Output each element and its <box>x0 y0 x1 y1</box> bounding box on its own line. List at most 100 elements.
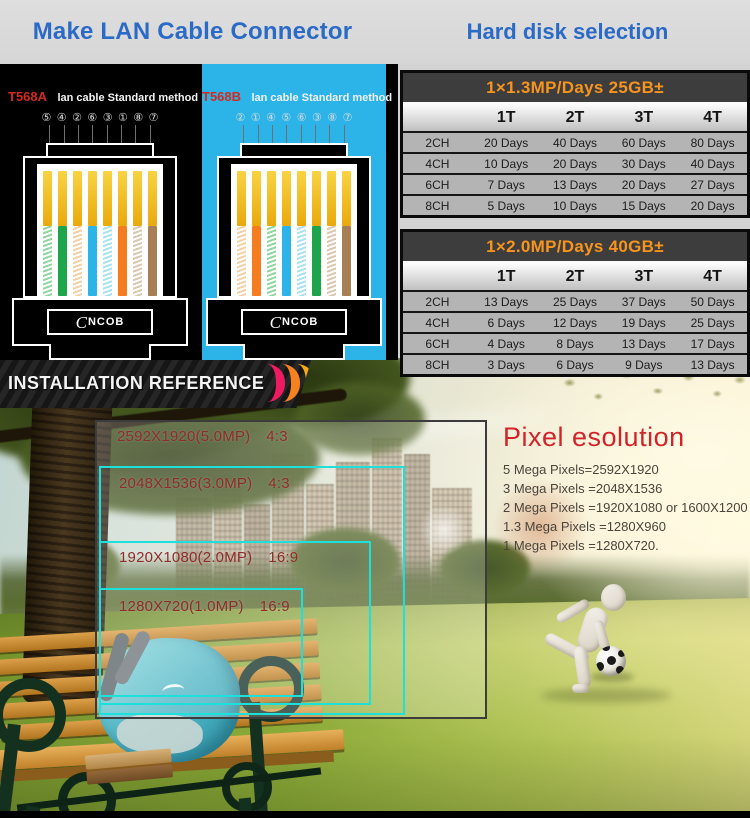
pin-number: ④ <box>56 112 67 124</box>
brand-logo-box: C NCOB <box>47 309 153 335</box>
table-cell: 10 Days <box>552 198 597 213</box>
table-cell: 7 Days <box>487 177 525 192</box>
table-row: 2CH 13 Days 25 Days 37 Days 50 Days <box>403 290 747 311</box>
pin-number: ③ <box>312 112 322 124</box>
resolution-label: 1920X1080(2.0MP) 16:9 <box>101 543 369 566</box>
park-photo: 2592X1920(5.0MP) 4:3 2048X1536(3.0MP) 4:3 … <box>0 358 750 818</box>
wire-lead-line <box>329 125 331 143</box>
row-header: 8CH <box>425 198 450 213</box>
table-row: 6CH 7 Days 13 Days 20 Days 27 Days <box>403 173 747 194</box>
brand-logo-text: NCOB <box>281 316 319 328</box>
wire-leads-row <box>36 125 164 143</box>
connector-body <box>217 156 371 298</box>
standard-label-row: T568B lan cable Standard method <box>202 88 392 106</box>
figure-foot <box>572 684 589 693</box>
table-row: 4CH 10 Days 20 Days 30 Days 40 Days <box>403 152 747 173</box>
pin-number: ① <box>118 112 128 124</box>
wire-b <box>88 171 97 296</box>
wire-lead-line <box>135 125 137 143</box>
wire-color-b <box>88 226 97 296</box>
wire-color-g <box>58 226 67 296</box>
connector-pin-contact <box>267 171 276 226</box>
wire-color-wbr <box>133 226 142 296</box>
wire-wb <box>297 171 306 296</box>
wire-lead-line <box>314 125 316 143</box>
column-header: 3T <box>634 109 654 126</box>
pin-number: ⑧ <box>133 112 144 124</box>
pixel-info-line: 2 Mega Pixels =1920X1080 or 1600X1200 <box>503 500 748 515</box>
column-header: 1T <box>496 109 516 126</box>
connector-pin-contact <box>88 171 97 226</box>
table-cell: 40 Days <box>552 135 597 150</box>
table-cell: 17 Days <box>690 336 735 351</box>
wire-wbr <box>133 171 142 296</box>
table-cell: 20 Days <box>621 177 666 192</box>
column-header: 3T <box>634 268 654 285</box>
column-header: 2T <box>565 109 585 126</box>
wire-lead-line <box>120 125 122 143</box>
table-cell: 9 Days <box>625 357 663 372</box>
pin-number: ⑥ <box>296 112 307 124</box>
connector-step <box>243 344 345 360</box>
wire-lead-line <box>343 125 345 143</box>
ball-spot <box>602 646 610 651</box>
wire-g <box>58 171 67 296</box>
wire-color-wb <box>103 226 112 296</box>
ball-spot <box>618 650 625 657</box>
table-cell: 8 Days <box>556 336 594 351</box>
pixel-info-line: 1.3 Mega Pixels =1280X960 <box>503 519 666 534</box>
pin-number: ⑦ <box>148 112 159 124</box>
table-header-row: 1T 2T 3T 4T <box>403 105 747 131</box>
table-cell: 20 Days <box>484 135 529 150</box>
resolution-value: 2048X1536(3.0MP) <box>119 475 253 492</box>
row-header: 4CH <box>425 156 450 171</box>
row-header: 4CH <box>425 315 450 330</box>
aspect-ratio: 16:9 <box>259 598 290 615</box>
brand-logo-initial: C <box>269 312 281 332</box>
connector-wire-window <box>37 164 163 296</box>
installation-reference-banner: INSTALLATION REFERENCE <box>0 358 312 408</box>
banner-stripe <box>264 364 286 402</box>
table-gap <box>403 102 747 105</box>
overlay-rect-2mp: 1920X1080(2.0MP) 16:9 <box>99 541 371 705</box>
table-cell: 4 Days <box>487 336 525 351</box>
standard-name: T568B <box>202 89 242 104</box>
connector-pin-contact <box>73 171 82 226</box>
column-header: 4T <box>703 109 722 126</box>
table-cell: 3 Days <box>487 357 525 372</box>
table-cell: 13 Days <box>621 336 666 351</box>
wire-lead-line <box>77 125 79 143</box>
table-cell: 40 Days <box>690 156 735 171</box>
column-header <box>403 105 472 131</box>
pin-number: ② <box>235 112 246 124</box>
lan-section-title: Make LAN Cable Connector <box>32 18 353 45</box>
standard-description: lan cable Standard method <box>251 92 393 104</box>
wire-leads-row <box>230 125 358 143</box>
connector-wire-window <box>231 164 357 296</box>
connector-pin-contact <box>118 171 127 226</box>
pin-number: ⑦ <box>342 112 353 124</box>
wire-wg <box>267 171 276 296</box>
connector-pin-contact <box>312 171 321 226</box>
table-title: 1×2.0MP/Days 40GB± <box>403 232 747 261</box>
pixel-info-line: 3 Mega Pixels =2048X1536 <box>503 481 663 496</box>
aspect-ratio: 16:9 <box>268 549 299 566</box>
overlay-rect-1mp: 1280X720(1.0MP) 16:9 <box>99 588 303 697</box>
hdd-table-2-0mp: 1×2.0MP/Days 40GB± 1T 2T 3T 4T 2CH 13 Days 25… <box>400 229 750 377</box>
brand-logo-text: NCOB <box>87 316 125 328</box>
wire-lead-line <box>106 125 108 143</box>
pin-number: ⑤ <box>41 112 52 124</box>
connector-pin-contact <box>282 171 291 226</box>
table-cell: 6 Days <box>487 315 525 330</box>
table-title: 1×1.3MP/Days 25GB± <box>403 73 747 102</box>
table-cell: 19 Days <box>621 315 666 330</box>
table-cell: 20 Days <box>690 198 735 213</box>
pin-number: ⑤ <box>281 112 292 124</box>
table-cell: 37 Days <box>621 294 666 309</box>
connector-base: C NCOB <box>206 298 382 346</box>
running-figure <box>541 580 671 703</box>
wire-color-g <box>312 226 321 296</box>
